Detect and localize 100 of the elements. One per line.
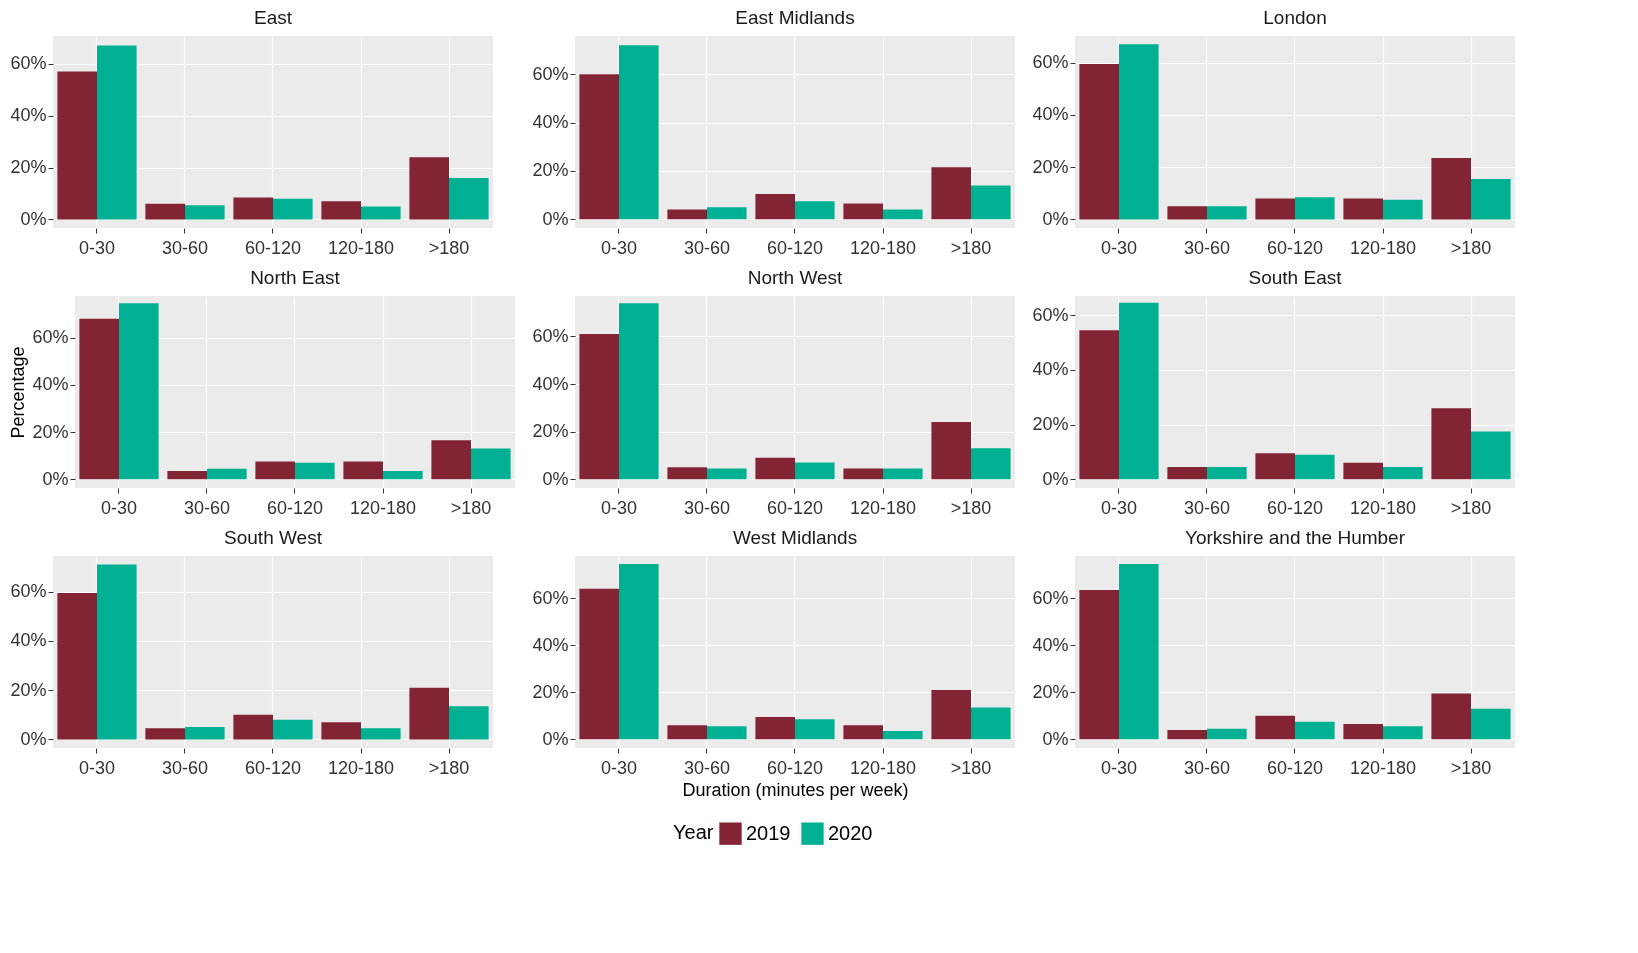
y-tick-label: 0% <box>542 208 569 229</box>
y-tick-label: 40% <box>10 630 47 651</box>
x-tick-label: 120-180 <box>1349 497 1417 518</box>
bar <box>1343 198 1383 220</box>
y-tick-label: 40% <box>532 112 569 133</box>
x-tick-label: 0-30 <box>600 497 638 518</box>
x-tick-label: 0-30 <box>100 497 138 518</box>
bar <box>707 207 747 220</box>
y-tick-label: 0% <box>542 468 569 489</box>
x-tick-label: >180 <box>1450 497 1492 518</box>
bar <box>619 303 659 480</box>
bar <box>1255 453 1295 480</box>
y-tick-label: 60% <box>1032 587 1069 608</box>
bar <box>971 185 1011 220</box>
x-tick-label: 120-180 <box>1349 757 1417 778</box>
chart-title: South West <box>224 527 323 548</box>
bar <box>321 201 361 220</box>
x-tick-label: 60-120 <box>266 497 324 518</box>
bar <box>167 471 207 480</box>
y-tick-label: 20% <box>1032 156 1069 177</box>
bar <box>755 457 795 480</box>
x-tick-label: 120-180 <box>849 237 917 258</box>
chart-title: North East <box>250 267 341 288</box>
bar <box>619 45 659 220</box>
x-tick-label: >180 <box>428 237 470 258</box>
y-tick-label: 20% <box>10 157 47 178</box>
y-tick-label: 40% <box>1032 634 1069 655</box>
bar <box>1471 178 1511 220</box>
bar <box>185 727 225 740</box>
y-tick-label: 0% <box>20 208 47 229</box>
y-tick-label: 40% <box>1032 104 1069 125</box>
bar <box>843 203 883 220</box>
bar <box>361 728 401 740</box>
x-tick-label: 60-120 <box>766 237 824 258</box>
y-tick-label: 60% <box>32 327 69 348</box>
y-tick-label: 40% <box>532 634 569 655</box>
x-tick-label: 30-60 <box>161 237 209 258</box>
bar <box>471 448 511 480</box>
x-tick-label: 30-60 <box>683 497 731 518</box>
x-tick-label: 30-60 <box>683 237 731 258</box>
bar <box>273 198 313 220</box>
bar <box>707 726 747 740</box>
bar <box>667 209 707 220</box>
bar <box>97 45 137 220</box>
bar <box>707 468 747 480</box>
bar <box>1383 199 1423 220</box>
bar <box>883 468 923 480</box>
x-tick-label: 30-60 <box>161 757 209 778</box>
x-tick-label: 60-120 <box>766 497 824 518</box>
y-tick-label: 0% <box>20 728 47 749</box>
x-tick-label: 0-30 <box>78 757 116 778</box>
bar <box>795 201 835 220</box>
bar <box>931 422 971 480</box>
y-tick-label: 0% <box>1042 468 1069 489</box>
bar <box>1343 724 1383 740</box>
x-tick-label: 0-30 <box>600 237 638 258</box>
bar <box>1119 44 1159 220</box>
bar <box>579 588 619 740</box>
x-axis-title: Duration (minutes per week) <box>682 779 909 800</box>
bar <box>1255 198 1295 220</box>
chart-title: South East <box>1248 267 1343 288</box>
bar <box>843 468 883 480</box>
bar <box>795 462 835 480</box>
chart-title: East <box>253 7 293 28</box>
y-tick-label: 60% <box>1032 304 1069 325</box>
bar <box>295 462 335 480</box>
bar <box>185 205 225 220</box>
x-tick-label: 120-180 <box>327 757 395 778</box>
bar <box>145 728 185 740</box>
chart-title: Yorkshire and the Humber <box>1184 527 1406 548</box>
bar <box>449 706 489 740</box>
y-tick-label: 40% <box>1032 359 1069 380</box>
bar <box>1079 330 1119 480</box>
bar <box>931 689 971 740</box>
bar <box>1167 206 1207 220</box>
x-tick-label: 0-30 <box>600 757 638 778</box>
bar <box>667 467 707 480</box>
bar <box>449 177 489 220</box>
bar <box>1295 454 1335 480</box>
y-tick-label: 20% <box>10 679 47 700</box>
x-tick-label: 30-60 <box>183 497 231 518</box>
x-tick-label: 60-120 <box>1266 757 1324 778</box>
x-tick-label: 30-60 <box>1183 757 1231 778</box>
bar <box>273 719 313 740</box>
bar <box>1431 693 1471 740</box>
x-tick-label: 0-30 <box>1100 237 1138 258</box>
x-tick-label: 120-180 <box>849 757 917 778</box>
y-tick-label: 60% <box>532 325 569 346</box>
x-tick-label: 120-180 <box>327 237 395 258</box>
bar <box>971 448 1011 480</box>
bar <box>145 203 185 220</box>
bar <box>233 197 273 220</box>
bar <box>57 71 97 220</box>
x-tick-label: 60-120 <box>1266 237 1324 258</box>
bar <box>755 193 795 220</box>
y-tick-label: 40% <box>10 105 47 126</box>
y-axis-title: Percentage <box>8 346 29 439</box>
bar <box>233 714 273 740</box>
x-tick-label: 60-120 <box>244 237 302 258</box>
chart-title: North West <box>747 267 844 288</box>
